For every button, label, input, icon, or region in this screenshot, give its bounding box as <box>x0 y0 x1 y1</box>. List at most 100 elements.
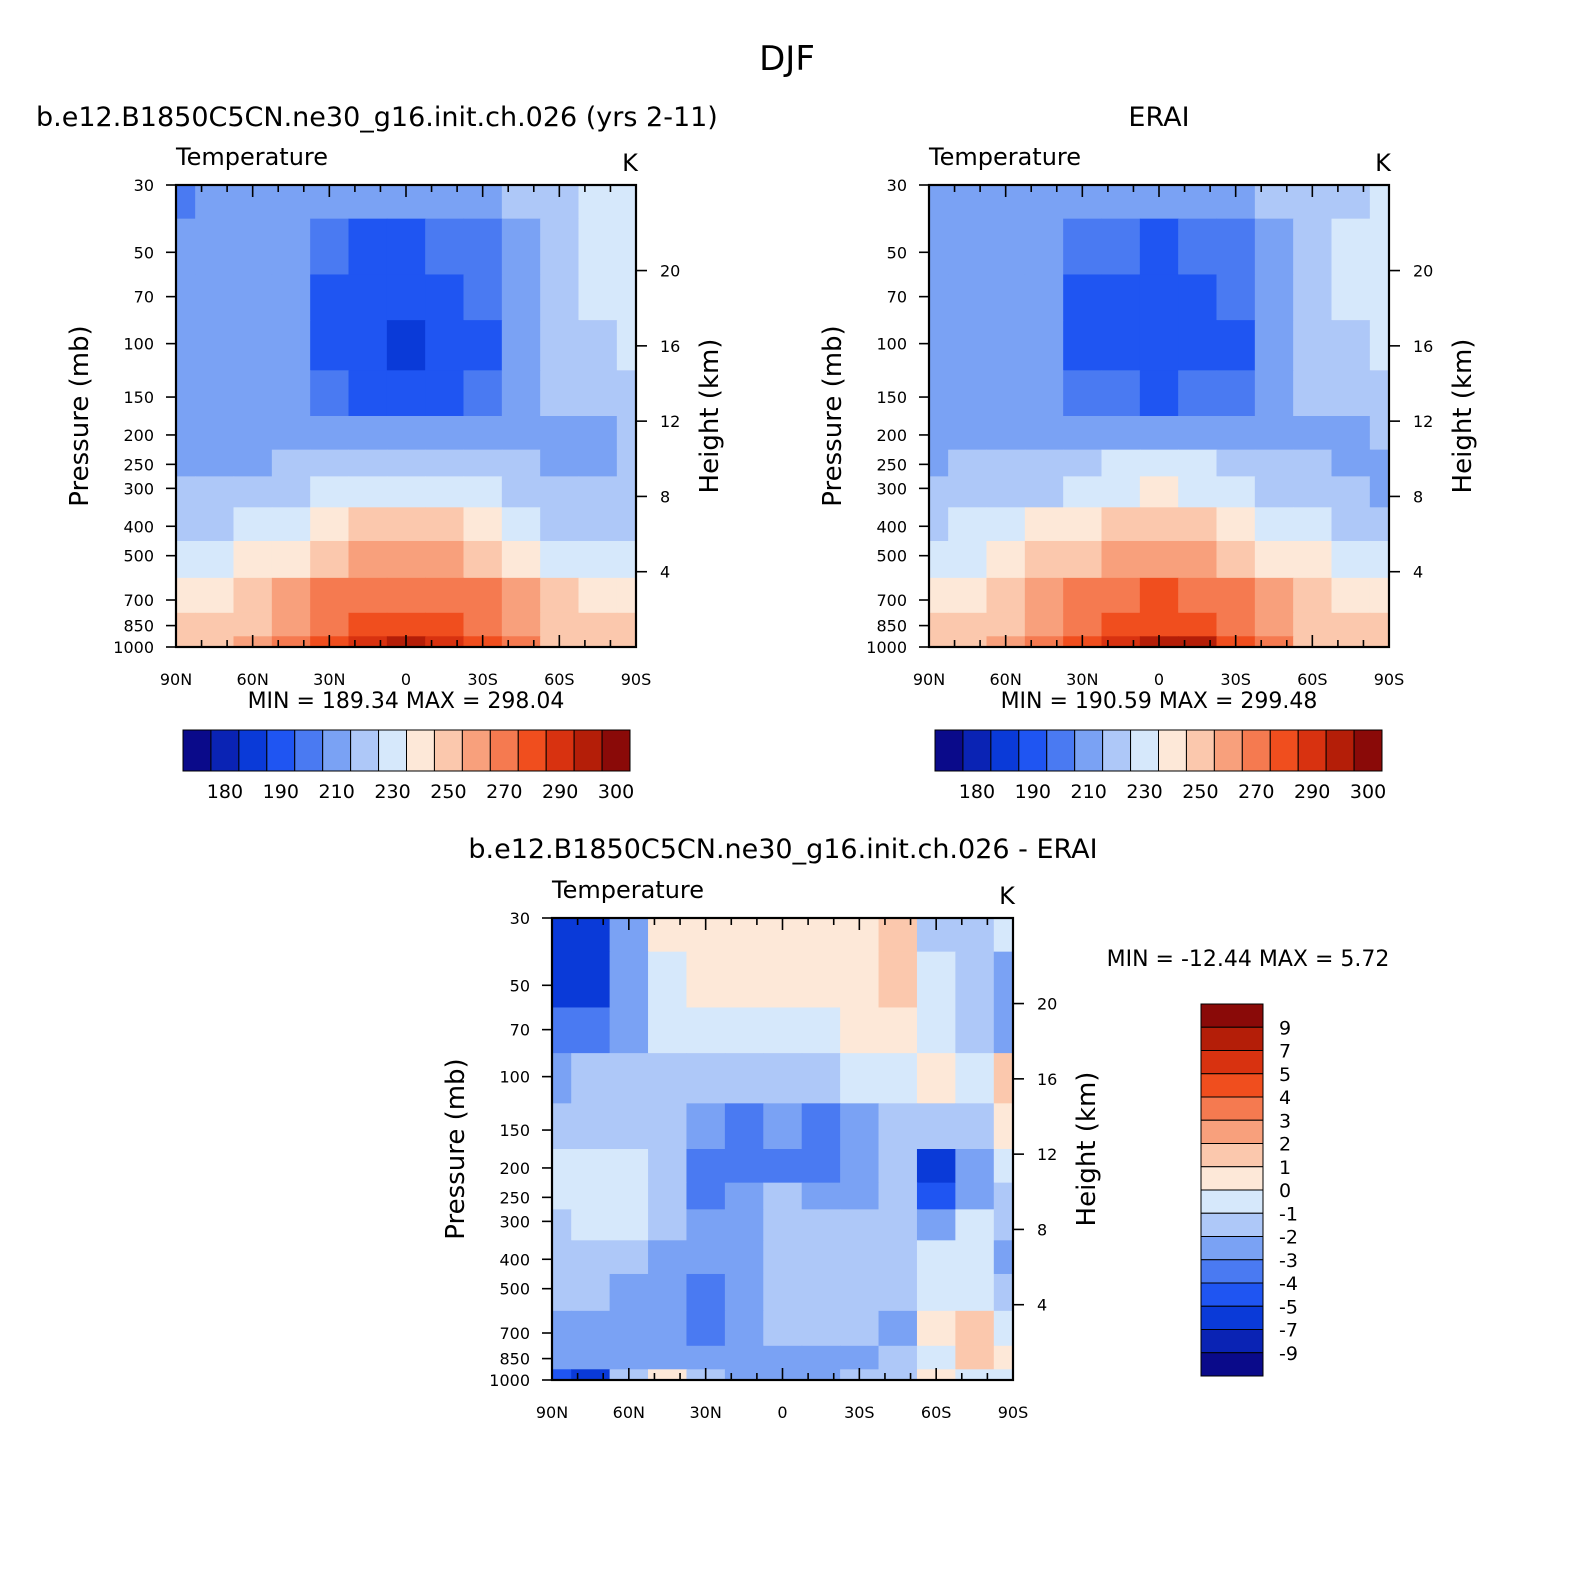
heatmap-cell <box>348 274 388 321</box>
min-max-stats: MIN = 189.34 MAX = 298.04 <box>248 689 565 714</box>
heatmap-cell <box>1178 476 1218 508</box>
heatmap-cell <box>1101 274 1141 321</box>
heatmap-cell <box>609 1103 649 1150</box>
heatmap-cell <box>386 370 426 417</box>
x-tick-label: 90N <box>913 670 945 689</box>
heatmap-cell <box>916 1053 956 1104</box>
y-tick-label: 250 <box>876 455 907 474</box>
height-axis-label: Height (km) <box>1072 1072 1102 1227</box>
heatmap-cell <box>763 1209 803 1241</box>
heatmap-cell <box>1331 577 1371 614</box>
heatmap-cell <box>616 507 636 542</box>
colorbar-label: 4 <box>1279 1087 1291 1109</box>
x-tick-label: 60N <box>990 670 1022 689</box>
heatmap-cell <box>540 449 580 477</box>
heatmap-cell <box>1254 577 1294 614</box>
heatmap-cell <box>955 1149 995 1184</box>
colorbar-swatch <box>1200 1143 1264 1168</box>
heatmap-cell <box>609 1007 649 1054</box>
height-tick-label: 12 <box>1413 412 1433 431</box>
heatmap-cell <box>1139 320 1179 371</box>
heatmap-cell <box>948 507 988 542</box>
heatmap-cell <box>1063 507 1103 542</box>
colorbar-label: -2 <box>1279 1227 1298 1249</box>
heatmap-cell <box>540 370 580 417</box>
heatmap-cell <box>840 1345 880 1370</box>
heatmap-cell <box>878 1103 918 1150</box>
colorbar-label: -1 <box>1279 1203 1298 1225</box>
colorbar-label: 9 <box>1279 1017 1291 1039</box>
heatmap-cell <box>1063 540 1103 579</box>
y-tick-label: 50 <box>510 976 530 995</box>
heatmap-cell <box>916 1310 956 1347</box>
heatmap-cell <box>801 1240 841 1275</box>
heatmap-cell <box>501 320 541 371</box>
height-tick-label: 20 <box>1413 262 1433 281</box>
colorbar-label: 210 <box>1071 781 1107 803</box>
heatmap-cell <box>616 540 636 579</box>
heatmap-cell <box>929 185 949 220</box>
panel-erai-temperature: 90N 60N 30N 0 30S 60S 90S 30 50 70 100 150 200 250 300… <box>818 102 1478 803</box>
y-tick-label: 50 <box>887 243 907 262</box>
heatmap-cell <box>552 1182 572 1210</box>
heatmap-cell <box>463 416 503 451</box>
heatmap-cell <box>501 416 541 451</box>
colorbar-label: 180 <box>959 781 995 803</box>
panel-difference-temperature: 90N 60N 30N 0 30S 60S 90S305070100150200250300… <box>441 834 1389 1422</box>
heatmap-cell <box>463 370 503 417</box>
colorbar-swatch <box>1046 729 1076 772</box>
heatmap-cell <box>763 1149 803 1184</box>
colorbar-label: 5 <box>1279 1064 1291 1086</box>
heatmap-cell <box>993 1149 1013 1184</box>
heatmap-cell <box>501 612 541 637</box>
heatmap-cell <box>176 476 196 508</box>
heatmap-cell <box>878 1209 918 1241</box>
heatmap-cell <box>878 1053 918 1104</box>
heatmap-cell <box>1063 612 1103 637</box>
colorbar-swatch <box>1200 1026 1264 1051</box>
heatmap-cell <box>916 1103 956 1150</box>
heatmap-cell <box>233 612 273 637</box>
heatmap-cell <box>571 1007 611 1054</box>
heatmap-cell <box>552 1149 572 1184</box>
colorbar-label: 190 <box>1015 781 1051 803</box>
colorbar-swatch <box>1185 729 1215 772</box>
heatmap-cell <box>1331 274 1371 321</box>
heatmap-cell <box>1178 612 1218 637</box>
heatmap-cell <box>233 449 273 477</box>
x-tick-label: 90S <box>621 670 652 689</box>
heatmap-cell <box>929 507 949 542</box>
colorbar-swatch <box>1130 729 1159 772</box>
heatmap-cell <box>1101 612 1141 637</box>
colorbar-swatch <box>1200 1329 1264 1354</box>
heatmap-cell <box>993 1310 1013 1347</box>
heatmap-cell <box>986 476 1026 508</box>
heatmap-cell <box>540 218 580 276</box>
heatmap-cell <box>993 951 1013 1009</box>
heatmap-cell <box>271 476 311 508</box>
heatmap-cell <box>686 1053 726 1104</box>
heatmap-cell <box>386 274 426 321</box>
heatmap-cell <box>763 1273 803 1312</box>
colorbar-swatch <box>990 729 1020 772</box>
heatmap-cell <box>310 507 350 542</box>
heatmap-cell <box>233 507 273 542</box>
colorbar-swatch <box>1200 1282 1264 1307</box>
x-tick-label: 60S <box>1297 670 1328 689</box>
heatmap-cell <box>763 1007 803 1054</box>
heatmap-cell <box>1178 320 1218 371</box>
heatmap-cell <box>571 1273 611 1312</box>
heatmap-cell <box>686 1273 726 1312</box>
colorbar-swatch <box>1297 729 1327 772</box>
x-tick-label: 90S <box>998 1403 1029 1422</box>
height-tick-label: 4 <box>1413 563 1423 582</box>
heatmap-cell <box>310 370 350 417</box>
heatmap-cell <box>425 476 465 508</box>
heatmap-cell <box>1178 636 1218 647</box>
heatmap-cell <box>1139 370 1179 417</box>
colorbar-label: -7 <box>1279 1320 1298 1342</box>
heatmap-cell <box>540 612 580 637</box>
heatmap-cell <box>1254 218 1294 276</box>
heatmap-cell <box>686 1310 726 1347</box>
heatmap-cell <box>463 449 503 477</box>
